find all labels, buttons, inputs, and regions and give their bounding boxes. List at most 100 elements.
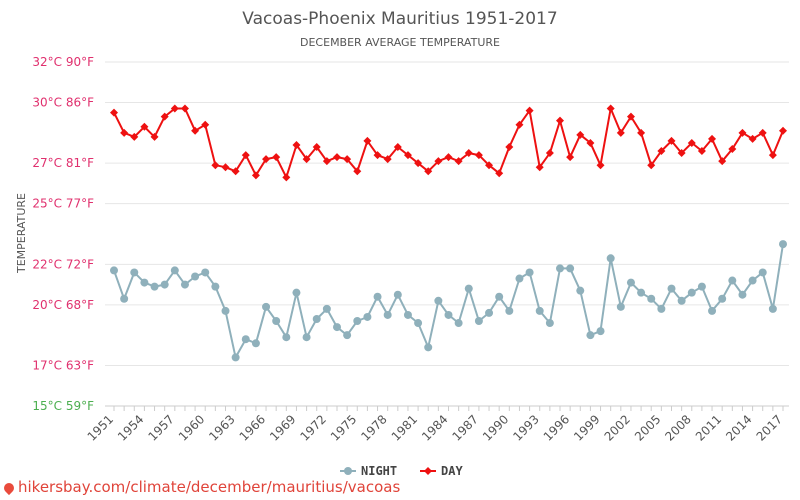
data-point-day bbox=[718, 157, 727, 166]
y-tick-labels: 32°C 90°F 30°C 86°F 27°C 81°F 25°C 77°F 22°C… bbox=[32, 55, 94, 413]
data-point-day bbox=[768, 151, 777, 160]
data-point-night bbox=[697, 282, 706, 291]
data-point-day bbox=[556, 116, 564, 125]
data-point-night bbox=[454, 319, 463, 328]
data-point-night bbox=[221, 306, 230, 315]
x-tick-label: 1951 bbox=[85, 412, 116, 443]
data-point-day bbox=[140, 122, 149, 131]
data-point-day bbox=[748, 134, 757, 143]
data-point-night bbox=[211, 282, 220, 291]
data-point-day bbox=[393, 142, 402, 151]
x-tick-label: 1963 bbox=[206, 412, 237, 443]
x-tick-label: 1957 bbox=[145, 412, 176, 443]
data-point-night bbox=[150, 282, 159, 291]
data-point-day bbox=[373, 151, 382, 160]
data-point-night bbox=[201, 268, 210, 277]
data-point-day bbox=[302, 155, 311, 164]
data-point-night bbox=[170, 266, 179, 275]
data-point-night bbox=[637, 288, 646, 297]
data-point-day bbox=[403, 151, 412, 160]
data-point-day bbox=[525, 106, 534, 115]
x-tick-label: 1999 bbox=[571, 412, 602, 443]
data-point-night bbox=[383, 310, 392, 319]
x-tick-label: 1954 bbox=[115, 412, 146, 443]
data-point-day bbox=[697, 147, 706, 156]
data-point-night bbox=[566, 264, 575, 273]
x-tick-label: 2011 bbox=[693, 412, 724, 443]
data-point-night bbox=[768, 304, 777, 313]
data-point-day bbox=[586, 138, 595, 147]
data-point-night bbox=[160, 280, 169, 289]
data-point-day bbox=[667, 136, 676, 145]
data-point-day bbox=[728, 145, 737, 154]
source-footer[interactable]: hikersbay.com/climate/december/mauritius… bbox=[1, 478, 400, 496]
y-tick-label: 25°C 77°F bbox=[32, 197, 94, 211]
data-point-day bbox=[424, 167, 433, 176]
data-point-night bbox=[373, 292, 382, 301]
data-point-day bbox=[231, 167, 240, 176]
data-point-day bbox=[130, 132, 139, 141]
data-point-night bbox=[779, 240, 787, 249]
x-tick-label: 1972 bbox=[297, 412, 328, 443]
data-point-day bbox=[566, 153, 575, 162]
x-tick-label: 2005 bbox=[632, 412, 663, 443]
data-point-night bbox=[576, 286, 585, 295]
data-point-day bbox=[170, 104, 179, 113]
data-point-night bbox=[180, 280, 189, 289]
data-point-night bbox=[708, 306, 717, 315]
x-tick-label: 1990 bbox=[480, 412, 511, 443]
data-point-night bbox=[647, 294, 656, 303]
data-point-day bbox=[292, 140, 301, 149]
data-point-night bbox=[657, 304, 666, 313]
data-point-night bbox=[333, 323, 341, 332]
data-point-day bbox=[221, 163, 230, 172]
x-tick-label: 1993 bbox=[510, 412, 541, 443]
data-point-day bbox=[312, 142, 321, 151]
y-tick-label: 17°C 63°F bbox=[32, 359, 94, 373]
y-tick-label: 27°C 81°F bbox=[32, 156, 94, 170]
series-night bbox=[110, 240, 787, 362]
data-point-day bbox=[647, 161, 656, 170]
data-point-night bbox=[130, 268, 139, 277]
x-tick-label: 1987 bbox=[450, 412, 481, 443]
series-lines bbox=[110, 104, 787, 362]
legend[interactable]: NIGHT DAY bbox=[340, 464, 463, 478]
data-point-day bbox=[626, 112, 635, 121]
x-tick-label: 1969 bbox=[267, 412, 298, 443]
data-point-day bbox=[677, 149, 686, 158]
map-pin-icon bbox=[1, 480, 17, 496]
y-tick-label: 22°C 72°F bbox=[32, 257, 94, 271]
data-point-night bbox=[140, 278, 149, 287]
legend-item-night[interactable]: NIGHT bbox=[340, 464, 397, 478]
data-point-night bbox=[353, 317, 362, 326]
data-point-night bbox=[535, 306, 544, 315]
data-point-day bbox=[444, 153, 453, 162]
data-point-day bbox=[180, 104, 189, 113]
data-point-day bbox=[363, 136, 372, 145]
x-tick-label: 2017 bbox=[754, 412, 785, 443]
data-point-night bbox=[758, 268, 767, 277]
data-point-day bbox=[120, 128, 129, 137]
data-point-night bbox=[626, 278, 635, 287]
y-tick-label: 30°C 86°F bbox=[32, 95, 94, 109]
data-point-day bbox=[201, 120, 210, 129]
x-tick-label: 1978 bbox=[358, 412, 389, 443]
data-point-night bbox=[728, 276, 737, 285]
data-point-day bbox=[485, 161, 494, 170]
data-point-day bbox=[414, 159, 423, 168]
data-point-day bbox=[333, 153, 341, 162]
data-point-night bbox=[110, 266, 118, 275]
chart-subtitle: DECEMBER AVERAGE TEMPERATURE bbox=[300, 36, 500, 49]
legend-item-day[interactable]: DAY bbox=[420, 464, 463, 478]
data-point-night bbox=[414, 319, 423, 328]
data-point-day bbox=[495, 169, 504, 178]
data-point-night bbox=[556, 264, 564, 273]
data-point-day bbox=[758, 128, 767, 137]
data-point-night bbox=[485, 308, 494, 317]
x-tick-label: 1966 bbox=[237, 412, 268, 443]
data-point-night bbox=[687, 288, 696, 297]
data-point-night bbox=[515, 274, 524, 283]
data-point-day bbox=[738, 128, 747, 137]
legend-label: DAY bbox=[441, 464, 463, 478]
x-tick-label: 1975 bbox=[328, 412, 359, 443]
